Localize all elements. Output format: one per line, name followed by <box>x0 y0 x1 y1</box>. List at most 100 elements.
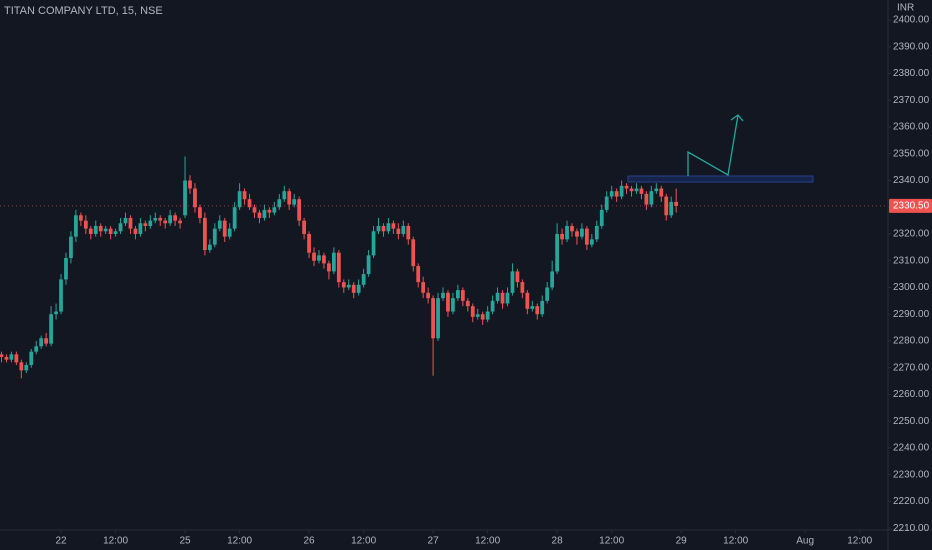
candle-body <box>88 228 93 234</box>
y-tick-label: 2310.00 <box>893 255 930 266</box>
candle-body <box>436 298 440 339</box>
candle-body <box>580 228 584 237</box>
candle-body <box>49 314 53 344</box>
x-tick-label: 22 <box>55 536 67 547</box>
y-tick-label: 2380.00 <box>893 68 930 79</box>
candle-body <box>93 225 98 234</box>
candle-body <box>193 188 197 208</box>
candle-body <box>123 217 128 224</box>
candle-body <box>664 196 669 216</box>
candle-body <box>530 306 535 309</box>
candle-body <box>83 220 88 229</box>
candle-body <box>669 201 674 216</box>
candle-body <box>505 292 510 304</box>
y-tick-label: 2390.00 <box>893 41 930 52</box>
candle-body <box>307 233 311 253</box>
candle-body <box>619 185 624 197</box>
y-tick-label: 2320.00 <box>893 229 930 240</box>
candle-body <box>24 365 29 371</box>
candle-body <box>173 215 178 221</box>
x-tick-label: 12:00 <box>723 536 748 547</box>
x-tick-label: 12:00 <box>847 536 872 547</box>
candle-body <box>604 196 609 210</box>
candle-body <box>381 225 386 232</box>
x-tick-label: 29 <box>676 536 688 547</box>
y-tick-label: 2340.00 <box>893 175 930 186</box>
candle-body <box>103 228 108 232</box>
candle-body <box>207 244 212 251</box>
candle-body <box>570 225 574 232</box>
y-tick-label: 2360.00 <box>893 122 930 133</box>
candle-body <box>446 292 450 312</box>
candle-body <box>272 207 277 213</box>
candle-body <box>451 298 455 312</box>
candle-body <box>480 314 485 320</box>
x-tick-label: 28 <box>552 536 564 547</box>
candle-body <box>331 252 336 272</box>
y-tick-label: 2210.00 <box>893 523 930 534</box>
candle-body <box>460 290 465 301</box>
candle-body <box>188 180 192 189</box>
x-tick-label: 12:00 <box>599 536 624 547</box>
candle-body <box>351 284 356 293</box>
candle-body <box>4 356 9 360</box>
y-tick-label: 2400.00 <box>893 15 930 26</box>
candle-body <box>242 191 247 200</box>
candle-body <box>282 191 287 200</box>
candle-body <box>232 207 237 229</box>
candle-body <box>624 185 629 189</box>
candle-body <box>456 290 460 299</box>
candle-body <box>376 225 381 232</box>
candle-body <box>465 300 470 307</box>
candle-body <box>495 292 500 301</box>
candle-body <box>138 223 143 234</box>
y-tick-label: 2250.00 <box>893 416 930 427</box>
candle-body <box>202 217 207 251</box>
candle-body <box>19 362 24 371</box>
candle-body <box>545 287 550 301</box>
candle-body <box>277 199 282 208</box>
candle-body <box>297 199 302 221</box>
candle-body <box>29 351 34 366</box>
candle-body <box>431 298 435 339</box>
candle-body <box>74 215 78 237</box>
candle-body <box>500 292 505 304</box>
candle-body <box>39 338 44 347</box>
candle-body <box>654 188 659 192</box>
candle-body <box>118 223 123 232</box>
candle-body <box>128 217 133 229</box>
y-tick-label: 2240.00 <box>893 443 930 454</box>
y-tick-label: 2260.00 <box>893 389 930 400</box>
candle-body <box>198 207 202 218</box>
x-tick-label: 27 <box>428 536 440 547</box>
candle-body <box>98 225 103 232</box>
y-tick-label: 2370.00 <box>893 95 930 106</box>
candle-body <box>64 258 68 280</box>
candle-body <box>9 354 14 360</box>
candle-body <box>575 231 579 237</box>
currency-label: INR <box>897 3 914 14</box>
candle-body <box>659 188 664 197</box>
candle-body <box>550 271 555 288</box>
candle-body <box>148 220 153 226</box>
candle-body <box>366 255 371 275</box>
candle-body <box>634 188 639 192</box>
candle-body <box>341 282 346 288</box>
candle-body <box>386 223 391 232</box>
candle-body <box>644 193 649 205</box>
candle-body <box>416 266 421 283</box>
candle-body <box>336 252 341 283</box>
candle-body <box>609 191 614 197</box>
candle-body <box>212 228 217 245</box>
candle-body <box>426 292 431 299</box>
candle-body <box>401 225 406 234</box>
candle-body <box>183 180 187 216</box>
candle-body <box>59 279 63 312</box>
candle-body <box>222 220 227 237</box>
candle-body <box>441 292 445 299</box>
last-price-label: 2330.50 <box>893 201 930 212</box>
x-tick-label: Aug <box>796 536 814 547</box>
